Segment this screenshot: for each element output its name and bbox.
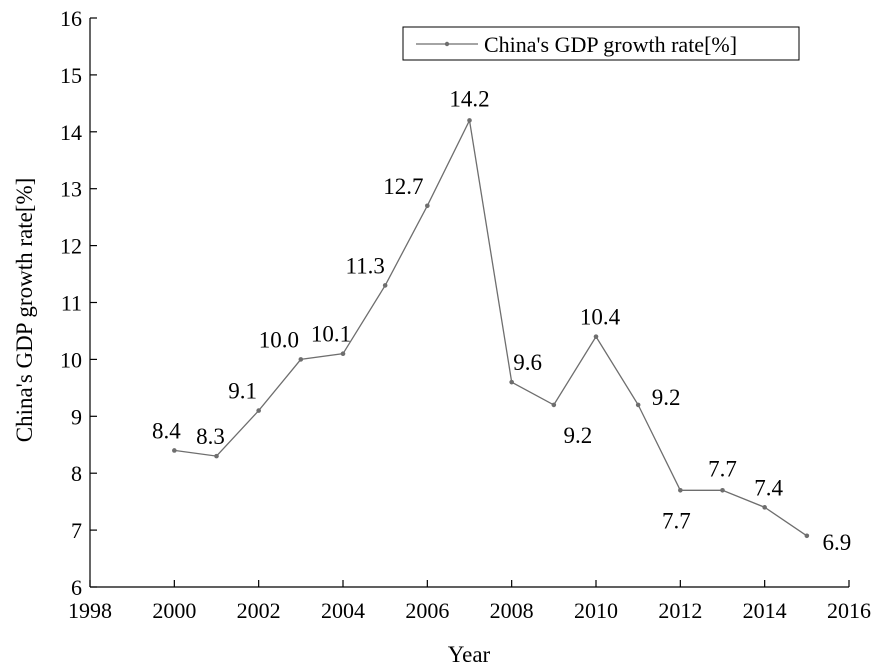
data-point (720, 487, 725, 493)
data-point (762, 505, 767, 510)
legend: China's GDP growth rate[%] (402, 26, 800, 61)
data-point (256, 408, 261, 413)
y-tick-label: 8 (71, 461, 82, 486)
data-point (635, 402, 641, 408)
x-tick-label: 2006 (405, 598, 449, 623)
data-label: 14.2 (449, 86, 489, 111)
data-label: 9.2 (652, 385, 681, 410)
y-axis-title: China's GDP growth rate[%] (12, 178, 37, 443)
y-tick-label: 10 (60, 347, 82, 372)
data-point (509, 379, 514, 385)
series-line (174, 118, 808, 537)
data-point (298, 357, 304, 362)
data-point (214, 453, 219, 459)
y-tick-label: 12 (60, 234, 82, 259)
series-layer (172, 118, 810, 539)
x-tick-label: 2002 (237, 598, 281, 623)
x-ticks: 1998 2000 2002 2004 2006 2008 2010 2012 2014 2016 (68, 580, 871, 623)
y-tick-label: 15 (60, 63, 82, 88)
y-tick-label: 14 (60, 120, 82, 145)
x-tick-label: 2014 (743, 598, 787, 623)
x-tick-label: 2004 (321, 598, 365, 623)
data-point (467, 118, 472, 123)
data-label: 6.9 (822, 530, 851, 555)
x-tick-label: 2016 (827, 598, 871, 623)
data-point (804, 533, 810, 539)
data-point (340, 351, 346, 357)
x-axis-title: Year (448, 642, 491, 667)
y-tick-label: 7 (71, 518, 82, 543)
data-label: 8.3 (196, 424, 225, 449)
y-tick-label: 13 (60, 177, 82, 202)
y-tick-label: 6 (71, 575, 82, 600)
data-label: 11.3 (345, 253, 384, 278)
data-point (382, 283, 388, 288)
y-tick-label: 9 (71, 404, 82, 429)
x-tick-label: 1998 (68, 598, 112, 623)
data-label: 10.1 (311, 322, 351, 347)
data-point (425, 203, 430, 209)
x-tick-label: 2008 (490, 598, 534, 623)
data-label: 7.7 (708, 456, 737, 481)
data-label: 12.7 (383, 174, 423, 199)
data-label: 10.0 (259, 327, 299, 352)
legend-marker (444, 41, 450, 47)
data-point (678, 487, 683, 493)
x-tick-label: 2010 (574, 598, 618, 623)
y-tick-label: 11 (61, 291, 82, 316)
data-label: 7.7 (662, 508, 691, 533)
legend-label: China's GDP growth rate[%] (484, 32, 737, 57)
data-point (172, 448, 177, 453)
data-label: 9.2 (563, 423, 592, 448)
data-labels: 8.4 8.39.1 10.0 10.1 11.3 12.7 14.2 9.6 9.2 10.4 9… (152, 86, 851, 554)
data-label: 9.1 (228, 379, 257, 404)
y-tick-label: 16 (60, 6, 82, 31)
data-label: 8.4 (152, 418, 181, 443)
data-label: 9.6 (513, 350, 542, 375)
data-label: 7.4 (754, 475, 783, 500)
data-point (551, 402, 557, 408)
y-ticks: 6 7 8 9 10 11 12 13 14 15 16 (60, 6, 97, 600)
x-tick-label: 2012 (658, 598, 702, 623)
data-point (593, 334, 599, 339)
data-label: 10.4 (580, 305, 621, 330)
x-tick-label: 2000 (152, 598, 196, 623)
